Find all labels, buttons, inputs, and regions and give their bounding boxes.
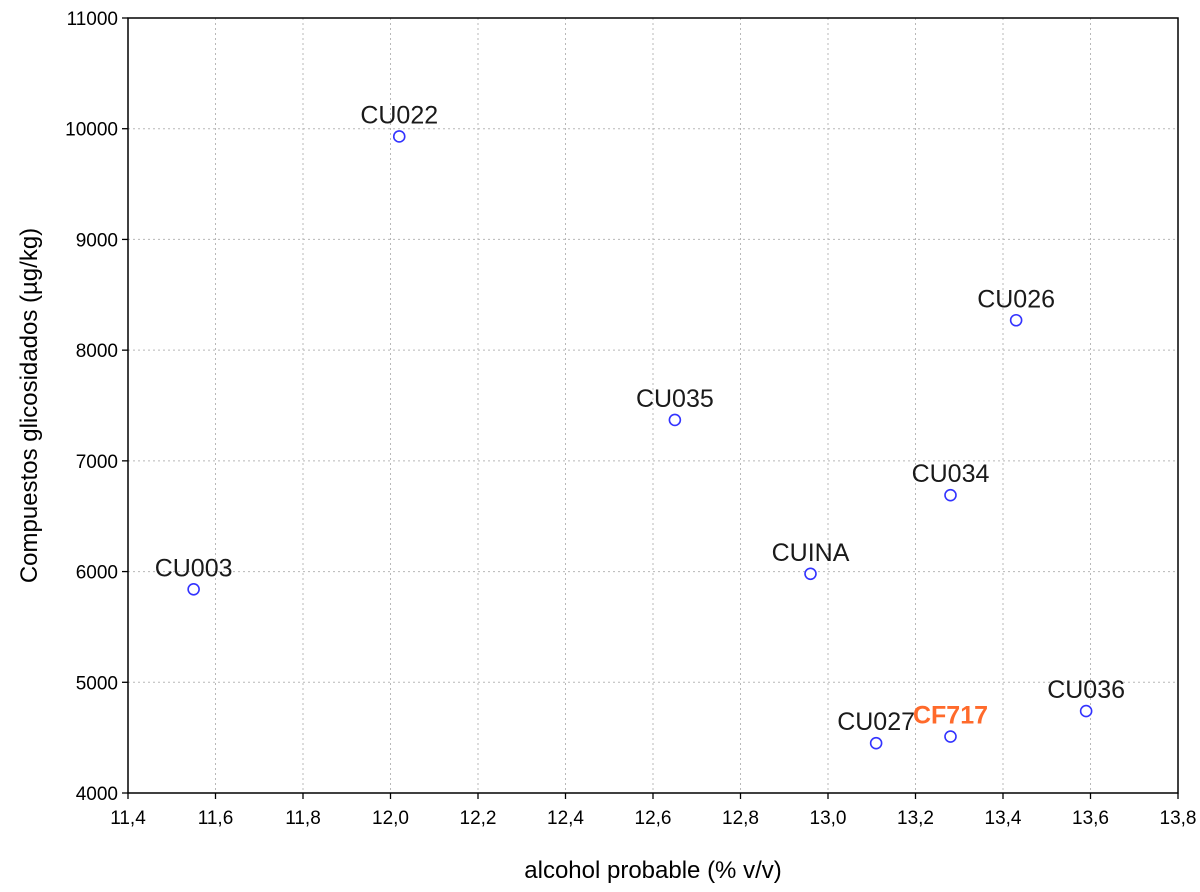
point-label-cu026: CU026: [977, 285, 1055, 313]
x-tick-label: 13,0: [810, 808, 847, 829]
x-tick-label: 12,0: [372, 808, 409, 829]
x-tick-label: 12,8: [722, 808, 759, 829]
x-tick-label: 13,8: [1160, 808, 1197, 829]
x-tick-label: 12,4: [547, 808, 584, 829]
x-tick-label: 13,2: [897, 808, 934, 829]
point-label-cf717: CF717: [913, 702, 988, 730]
data-point-cu034: [944, 488, 957, 502]
point-label-cu035: CU035: [636, 385, 714, 413]
point-label-cu022: CU022: [360, 101, 438, 129]
x-tick-label: 11,4: [110, 808, 146, 829]
x-tick-label: 11,6: [198, 808, 234, 829]
x-axis-title: alcohol probable (% v/v): [524, 857, 781, 884]
data-point-cu022: [392, 130, 406, 143]
data-point-cu035: [668, 413, 682, 427]
grid-lines: [128, 18, 1178, 793]
y-tick-label: 9000: [76, 230, 118, 251]
x-tick-label: 12,6: [635, 808, 672, 829]
data-point-cf717: [944, 730, 957, 743]
y-tick-label: 7000: [76, 452, 118, 473]
data-point-cu026: [1009, 313, 1023, 327]
data-points: CU022 CU026 CU035 CU034 CUINA CU003 CU036 CF717…: [155, 101, 1125, 750]
y-tick-label: 6000: [76, 563, 118, 584]
y-tick-label: 11000: [67, 9, 118, 30]
x-tick-label: 13,4: [985, 808, 1022, 829]
x-tick-label: 12,2: [460, 808, 497, 829]
point-label-cuina: CUINA: [772, 539, 850, 567]
y-axis: 4000 5000 6000 7000 8000 9000 10000 11000: [65, 9, 128, 805]
y-tick-label: 5000: [76, 673, 118, 694]
point-label-cu036: CU036: [1047, 676, 1125, 704]
x-axis: 11,4 11,6 11,8 12,0 12,2 12,4 12,6 12,8 13,0 13,2…: [110, 793, 1196, 829]
data-point-cu027: [869, 736, 883, 750]
point-label-cu003: CU003: [155, 554, 233, 582]
point-label-cu034: CU034: [912, 460, 990, 488]
y-tick-label: 8000: [76, 341, 118, 362]
point-label-cu027: CU027: [837, 708, 915, 736]
x-tick-label: 11,8: [285, 808, 321, 829]
y-tick-label: 10000: [65, 120, 118, 141]
y-axis-title: Compuestos glicosidados (µg/kg): [16, 228, 43, 583]
x-tick-label: 13,6: [1072, 808, 1109, 829]
data-point-cu003: [187, 582, 200, 596]
data-point-cu036: [1079, 704, 1093, 718]
data-point-cuina: [804, 567, 817, 581]
y-tick-label: 4000: [76, 784, 118, 805]
